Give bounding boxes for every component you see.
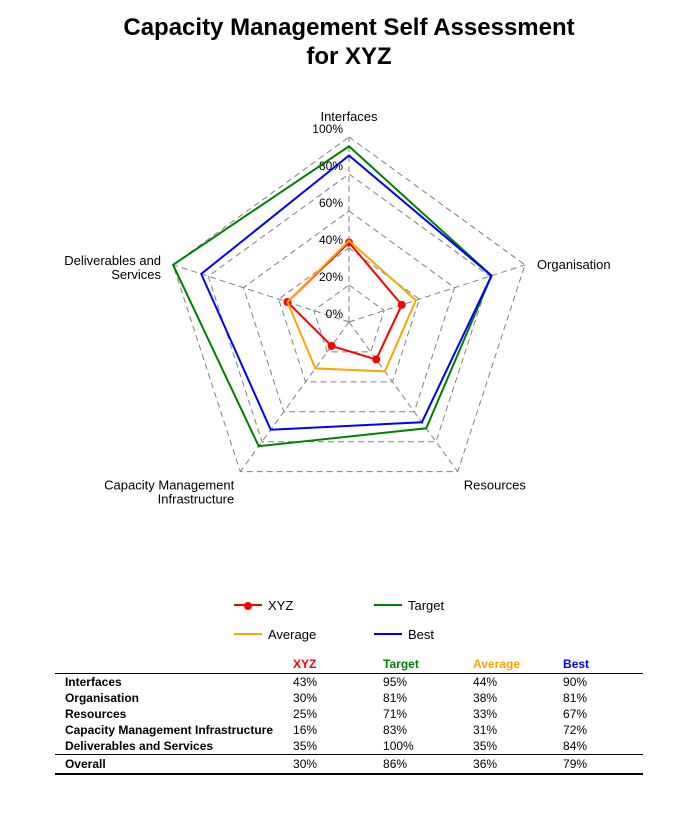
table-row: Organisation30%81%38%81%: [55, 690, 643, 706]
legend-item-best: Best: [374, 627, 464, 642]
table-row: Deliverables and Services35%100%35%84%: [55, 738, 643, 755]
grid-spoke: [349, 322, 458, 472]
table-cell: 31%: [463, 722, 553, 738]
table-header: XYZ: [283, 656, 373, 674]
legend-label: Best: [408, 627, 434, 642]
table-cell: 25%: [283, 706, 373, 722]
table-header: Average: [463, 656, 553, 674]
table-header: Target: [373, 656, 463, 674]
series-marker: [398, 300, 406, 308]
table-cell: 38%: [463, 690, 553, 706]
table-cell: 81%: [553, 690, 643, 706]
axis-label: Resources: [464, 477, 527, 492]
table-cell: 72%: [553, 722, 643, 738]
table-cell: 79%: [553, 754, 643, 774]
table-row: Resources25%71%33%67%: [55, 706, 643, 722]
data-table: XYZTargetAverageBestInterfaces43%95%44%9…: [0, 656, 698, 775]
radar-chart-svg: 0%20%40%60%80%100%InterfacesOrganisation…: [29, 72, 669, 592]
table-cell: 43%: [283, 673, 373, 690]
table-rowlabel: Resources: [55, 706, 283, 722]
table-row: Capacity Management Infrastructure16%83%…: [55, 722, 643, 738]
table-cell: 81%: [373, 690, 463, 706]
table-cell: 95%: [373, 673, 463, 690]
legend-swatch: [374, 604, 402, 606]
legend-item-xyz: XYZ: [234, 598, 324, 613]
legend-item-average: Average: [234, 627, 324, 642]
table-cell: 86%: [373, 754, 463, 774]
table-cell: 35%: [463, 738, 553, 755]
axis-label: Organisation: [537, 256, 611, 271]
table-cell: 44%: [463, 673, 553, 690]
table-cell: 30%: [283, 690, 373, 706]
legend-swatch: [234, 633, 262, 635]
table-cell: 67%: [553, 706, 643, 722]
table-rowlabel: Capacity Management Infrastructure: [55, 722, 283, 738]
table-cell: 33%: [463, 706, 553, 722]
table-cell: 84%: [553, 738, 643, 755]
table-cell: 90%: [553, 673, 643, 690]
table-row-overall: Overall30%86%36%79%: [55, 754, 643, 774]
axis-label: Interfaces: [320, 109, 378, 124]
table-row: Interfaces43%95%44%90%: [55, 673, 643, 690]
ring-label: 60%: [319, 196, 343, 210]
page-title: Capacity Management Self Assessment for …: [0, 0, 698, 72]
table-cell: 36%: [463, 754, 553, 774]
table-header-empty: [55, 656, 283, 674]
series-marker: [372, 355, 380, 363]
legend-swatch: [374, 633, 402, 635]
series-Best: [201, 155, 491, 429]
table-cell: 30%: [283, 754, 373, 774]
legend-item-target: Target: [374, 598, 464, 613]
ring-label: 0%: [326, 307, 344, 321]
legend-swatch: [234, 604, 262, 606]
table-rowlabel: Interfaces: [55, 673, 283, 690]
ring-label: 20%: [319, 270, 343, 284]
title-line1: Capacity Management Self Assessment: [123, 14, 574, 41]
legend-label: Average: [268, 627, 316, 642]
table-cell: 16%: [283, 722, 373, 738]
table-cell: 100%: [373, 738, 463, 755]
table-cell: 83%: [373, 722, 463, 738]
table-cell: 35%: [283, 738, 373, 755]
ring-label: 100%: [312, 122, 343, 136]
table-rowlabel: Organisation: [55, 690, 283, 706]
ring-label: 40%: [319, 233, 343, 247]
table-rowlabel: Deliverables and Services: [55, 738, 283, 755]
series-Target: [173, 146, 491, 446]
table-rowlabel: Overall: [55, 754, 283, 774]
table-cell: 71%: [373, 706, 463, 722]
legend-label: XYZ: [268, 598, 293, 613]
table-header: Best: [553, 656, 643, 674]
legend-label: Target: [408, 598, 444, 613]
radar-chart: 0%20%40%60%80%100%InterfacesOrganisation…: [0, 72, 698, 592]
series-marker: [328, 342, 336, 350]
axis-label: Capacity ManagementInfrastructure: [104, 477, 234, 506]
axis-label: Deliverables andServices: [64, 252, 161, 281]
chart-legend: XYZ Target Average Best: [0, 598, 698, 642]
title-line2: for XYZ: [306, 43, 391, 70]
